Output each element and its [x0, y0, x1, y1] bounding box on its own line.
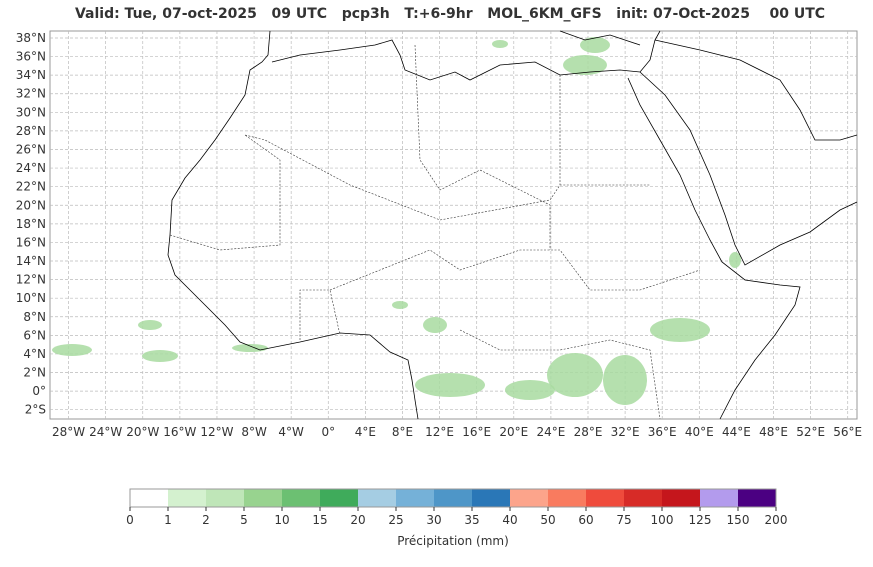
lon-label: 8°E: [392, 425, 413, 439]
lon-label: 32°E: [611, 425, 640, 439]
colorbar-bin: [510, 489, 549, 507]
lon-label: 8°W: [241, 425, 267, 439]
colorbar-tick-label: 60: [578, 513, 593, 527]
lon-label: 48°E: [759, 425, 788, 439]
lat-label: 0°: [32, 384, 46, 398]
rain-areas: [52, 37, 741, 405]
colorbar-tick-label: 25: [388, 513, 403, 527]
colorbar-bin: [434, 489, 473, 507]
borders: [169, 44, 701, 420]
colorbar-tick-label: 125: [689, 513, 712, 527]
colorbar-bin: [168, 489, 207, 507]
lat-label: 30°N: [16, 105, 46, 119]
colorbar-tick-label: 75: [616, 513, 631, 527]
colorbar: 0 1 2 5 10 15 20 25 30 35 40 50 60 75 100 125 150 200Préc…: [126, 488, 788, 548]
lat-label: 34°N: [16, 68, 46, 82]
colorbar-tick-label: 35: [464, 513, 479, 527]
colorbar-tick-label: 15: [312, 513, 327, 527]
lat-label: 4°N: [23, 347, 46, 361]
lat-label: 20°N: [16, 198, 46, 212]
lat-label: 16°N: [16, 235, 46, 249]
lon-label: 16°W: [163, 425, 196, 439]
coastlines: [167, 30, 858, 420]
lon-label: 44°E: [722, 425, 751, 439]
colorbar-tick-label: 2: [202, 513, 210, 527]
colorbar-label: Précipitation (mm): [397, 534, 509, 548]
colorbar-bin: [738, 489, 777, 507]
lat-label: 8°N: [23, 310, 46, 324]
lon-label: 16°E: [462, 425, 491, 439]
title: Valid: Tue, 07-oct-2025 09 UTC pcp3h T:+…: [75, 6, 825, 22]
lat-label: 36°N: [16, 50, 46, 64]
lon-label: 28°E: [574, 425, 603, 439]
colorbar-tick-label: 150: [727, 513, 750, 527]
lat-label: 6°N: [23, 328, 46, 342]
colorbar-bin: [206, 489, 245, 507]
colorbar-tick-label: 50: [540, 513, 555, 527]
lat-label: 2°N: [23, 366, 46, 380]
colorbar-bin: [472, 489, 511, 507]
colorbar-tick-label: 20: [350, 513, 365, 527]
colorbar-tick-label: 100: [651, 513, 674, 527]
lon-label: 0°: [321, 425, 335, 439]
lat-label: 38°N: [16, 31, 46, 45]
lon-label: 52°E: [796, 425, 825, 439]
lat-label: 18°N: [16, 217, 46, 231]
colorbar-frame: [129, 488, 777, 508]
lon-label: 12°W: [200, 425, 233, 439]
lat-label: 28°N: [16, 124, 46, 138]
lat-label: 32°N: [16, 87, 46, 101]
colorbar-tick-label: 0: [126, 513, 134, 527]
colorbar-bin: [548, 489, 587, 507]
colorbar-bin: [282, 489, 321, 507]
axis-labels: 38°N 36°N 34°N 32°N 30°N 28°N 26°N 24°N 22°N 20°N…: [16, 31, 862, 439]
lon-label: 12°E: [425, 425, 454, 439]
lon-label: 56°E: [833, 425, 862, 439]
lon-label: 4°E: [355, 425, 376, 439]
lon-label: 20°W: [126, 425, 159, 439]
colorbar-bin: [130, 489, 169, 507]
lon-label: 40°E: [685, 425, 714, 439]
colorbar-bin: [700, 489, 739, 507]
map-frame: [49, 30, 858, 420]
lat-label: 12°N: [16, 273, 46, 287]
lon-label: 4°W: [278, 425, 304, 439]
lat-label: 22°N: [16, 180, 46, 194]
colorbar-tick-label: 1: [164, 513, 172, 527]
colorbar-bin: [358, 489, 397, 507]
lon-label: 28°W: [52, 425, 85, 439]
lon-label: 20°E: [499, 425, 528, 439]
colorbar-tick-label: 30: [426, 513, 441, 527]
colorbar-tick-label: 40: [502, 513, 517, 527]
colorbar-bin: [320, 489, 359, 507]
colorbar-bin: [396, 489, 435, 507]
lat-label: 10°N: [16, 291, 46, 305]
colorbar-tick-label: 200: [765, 513, 788, 527]
colorbar-tick-label: 10: [274, 513, 289, 527]
graticule: [50, 31, 857, 419]
lat-label: 24°N: [16, 161, 46, 175]
colorbar-bin: [586, 489, 625, 507]
lon-label: 36°E: [648, 425, 677, 439]
lat-label: 2°S: [25, 403, 46, 417]
colorbar-bin: [624, 489, 663, 507]
colorbar-bin: [244, 489, 283, 507]
lon-label: 24°W: [89, 425, 122, 439]
lon-label: 24°E: [536, 425, 565, 439]
lat-label: 26°N: [16, 142, 46, 156]
lat-label: 14°N: [16, 254, 46, 268]
colorbar-bin: [662, 489, 701, 507]
colorbar-tick-label: 5: [240, 513, 248, 527]
